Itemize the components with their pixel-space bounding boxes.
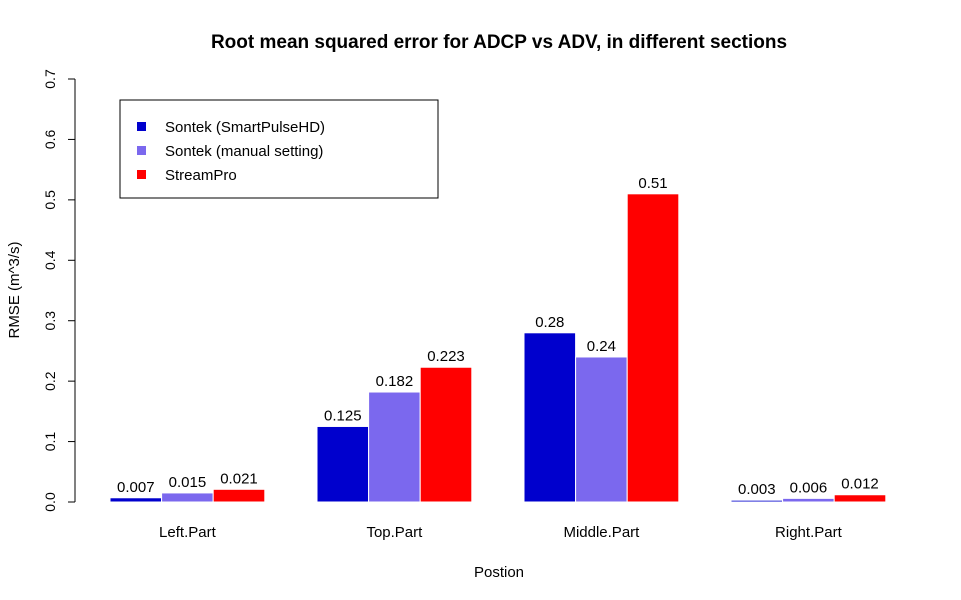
y-tick-label: 0.4 [42,250,58,270]
bar-value-label: 0.012 [841,476,879,493]
bar [161,492,214,503]
y-tick-label: 0.5 [42,190,58,210]
legend-box [119,99,439,199]
bar [419,366,473,503]
bar [575,356,628,503]
bar [626,193,680,503]
legend-swatch [137,170,146,179]
bar [212,488,266,503]
bar-value-label: 0.125 [324,407,362,424]
y-tick-label: 0.6 [42,129,58,149]
bar [730,499,784,503]
bar-value-label: 0.003 [738,481,776,498]
bar-value-label: 0.182 [376,373,414,390]
chart-title: Root mean squared error for ADCP vs ADV,… [211,32,787,53]
legend-label: Sontek (manual setting) [165,143,323,160]
bar-value-label: 0.223 [427,348,465,365]
legend-label: StreamPro [165,167,237,184]
y-tick-label: 0.0 [42,492,58,512]
bar-value-label: 0.28 [535,314,564,331]
bar-value-label: 0.007 [117,479,155,496]
x-axis-tick-labels: Left.Part Top.Part Middle.Part Right.Part [159,524,843,541]
legend-items: Sontek (SmartPulseHD) Sontek (manual sett… [137,119,325,184]
bar [109,497,163,503]
y-tick-label: 0.1 [42,432,58,452]
y-tick-label: 0.7 [42,69,58,89]
bar-value-label: 0.51 [638,175,667,192]
x-tick-label: Top.Part [366,524,423,541]
bar-groups: 0.007 0.015 0.021 0.125 0.182 0.223 0.28 0.24 0.… [109,175,887,503]
bar-value-label: 0.021 [220,470,258,487]
x-tick-label: Left.Part [159,524,217,541]
y-axis-ticks: 0.0 0.1 0.2 0.3 0.4 0.5 0.6 0.7 [42,69,75,512]
bar [782,497,835,503]
bar [368,391,421,503]
legend-swatch [137,122,146,131]
y-tick-label: 0.3 [42,311,58,331]
legend-label: Sontek (SmartPulseHD) [165,119,325,136]
y-tick-label: 0.2 [42,371,58,391]
x-tick-label: Middle.Part [563,524,640,541]
bar-value-label: 0.24 [587,338,616,355]
legend: Sontek (SmartPulseHD) Sontek (manual sett… [119,99,439,199]
bar-value-label: 0.006 [790,479,828,496]
legend-swatch [137,146,146,155]
bar [523,332,577,503]
x-tick-label: Right.Part [775,524,843,541]
y-axis-label: RMSE (m^3/s) [6,241,23,338]
x-axis-label: Postion [474,564,524,581]
bar [833,494,887,503]
bar-value-label: 0.015 [169,474,207,491]
bar [316,425,370,503]
